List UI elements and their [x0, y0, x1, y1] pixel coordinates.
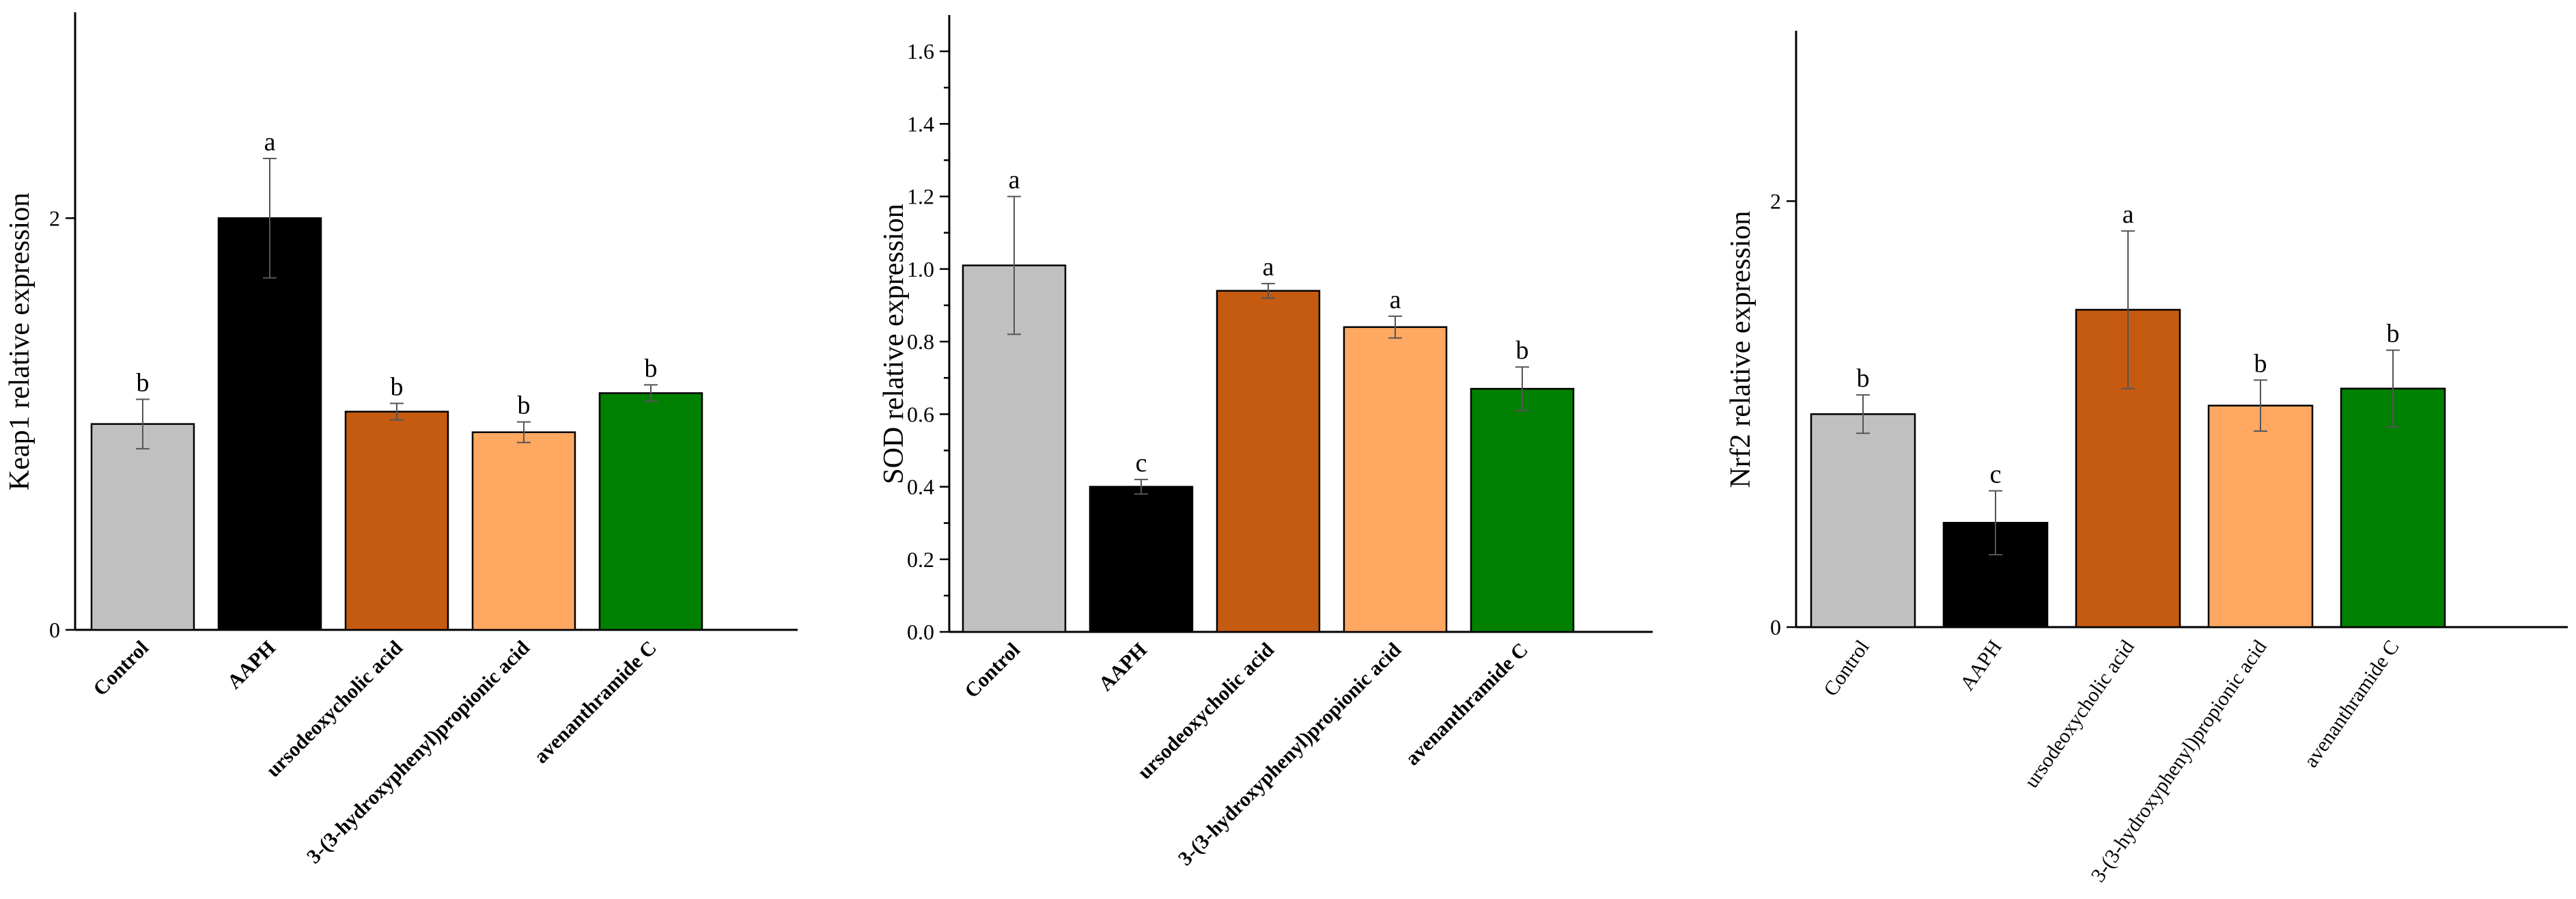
- bar: [1216, 290, 1321, 633]
- x-tick-label: AAPH: [1956, 636, 2006, 695]
- x-tick-label: Control: [1819, 636, 1874, 700]
- y-tick-label: 2: [1770, 189, 1781, 213]
- y-tick-label: 0.4: [907, 475, 934, 499]
- bar: [344, 411, 449, 631]
- x-tick-label: 3-(3-hydroxyphenyl)propionic acid: [1174, 638, 1405, 870]
- significance-letter: a: [1390, 286, 1401, 314]
- chart-panel: 0 2 Keap1 relative expression b Control a AAPH…: [4, 12, 798, 868]
- y-tick-label: 0: [1770, 615, 1781, 639]
- y-tick-label: 2: [49, 206, 60, 230]
- bar: [1810, 413, 1916, 628]
- significance-letter: b: [518, 391, 531, 420]
- significance-letter: b: [2254, 349, 2267, 378]
- chart-panel: 0.0 0.2 0.4 0.6 0.8 1.0 1.2 1.4 1.6 SOD relative …: [878, 15, 1653, 870]
- x-tick-label: 3-(3-hydroxyphenyl)propionic acid: [303, 636, 534, 868]
- x-tick-label: ursodeoxycholic acid: [2020, 636, 2139, 792]
- bar: [90, 423, 195, 631]
- x-tick-label: avenanthramide C: [529, 637, 660, 768]
- y-tick-label: 0.8: [907, 329, 934, 354]
- x-tick-label: AAPH: [1095, 639, 1151, 695]
- significance-letter: a: [264, 128, 276, 156]
- x-tick-label: AAPH: [223, 637, 280, 693]
- x-tick-label: avenanthramide C: [1401, 639, 1532, 770]
- bar: [598, 392, 703, 631]
- bar: [2340, 387, 2446, 628]
- bar: [1343, 326, 1448, 633]
- y-tick-label: 1.4: [907, 111, 934, 136]
- y-axis-title: SOD relative expression: [878, 204, 910, 484]
- significance-letter: b: [391, 373, 404, 402]
- significance-letter: a: [1009, 166, 1020, 195]
- x-tick-label: ursodeoxycholic acid: [1133, 638, 1278, 784]
- bar: [217, 217, 322, 631]
- y-tick-label: 0.2: [907, 547, 934, 572]
- y-axis-title: Keap1 relative expression: [4, 193, 36, 490]
- significance-letter: c: [1136, 449, 1147, 478]
- significance-letter: c: [1990, 460, 2002, 488]
- significance-letter: a: [1263, 253, 1274, 281]
- y-tick-label: 1.2: [907, 184, 934, 209]
- y-tick-label: 0.6: [907, 402, 934, 426]
- x-tick-label: Control: [89, 637, 153, 701]
- bar: [1470, 387, 1575, 633]
- significance-letter: b: [137, 369, 150, 398]
- significance-letter: a: [2123, 200, 2134, 229]
- significance-letter: b: [645, 354, 658, 383]
- x-tick-label: avenanthramide C: [2299, 636, 2404, 771]
- y-axis-title: Nrf2 relative expression: [1725, 211, 1756, 488]
- significance-letter: b: [2387, 320, 2400, 348]
- y-tick-label: 1.6: [907, 39, 934, 64]
- x-tick-label: ursodeoxycholic acid: [262, 636, 407, 782]
- significance-letter: b: [1857, 364, 1870, 393]
- y-tick-label: 1.0: [907, 257, 934, 281]
- bar: [2207, 404, 2314, 628]
- y-tick-label: 0.0: [907, 620, 934, 644]
- y-tick-label: 0: [49, 618, 60, 642]
- chart-panel: 0 2 Nrf2 relative expression b Control c AAPH a…: [1725, 31, 2568, 886]
- x-tick-label: Control: [960, 639, 1024, 703]
- bar: [1089, 486, 1194, 633]
- significance-letter: b: [1516, 336, 1529, 365]
- bar: [471, 431, 576, 631]
